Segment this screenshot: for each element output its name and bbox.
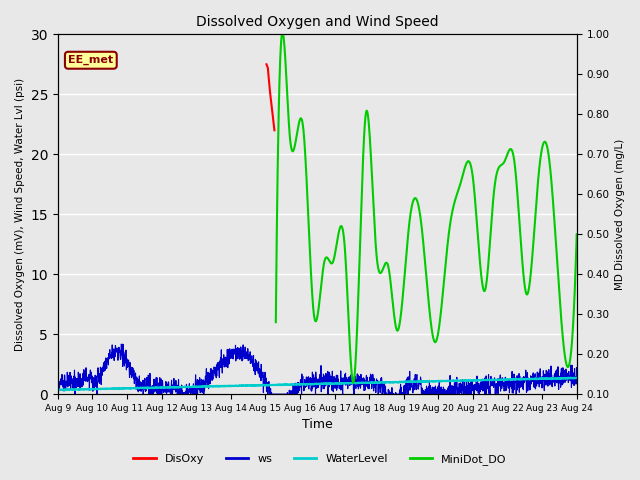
Legend: DisOxy, ws, WaterLevel, MiniDot_DO: DisOxy, ws, WaterLevel, MiniDot_DO [129, 450, 511, 469]
X-axis label: Time: Time [302, 419, 333, 432]
Y-axis label: MD Dissolved Oxygen (mg/L): MD Dissolved Oxygen (mg/L) [615, 139, 625, 290]
Y-axis label: Dissolved Oxygen (mV), Wind Speed, Water Lvl (psi): Dissolved Oxygen (mV), Wind Speed, Water… [15, 78, 25, 351]
Text: EE_met: EE_met [68, 55, 113, 65]
Title: Dissolved Oxygen and Wind Speed: Dissolved Oxygen and Wind Speed [196, 15, 438, 29]
